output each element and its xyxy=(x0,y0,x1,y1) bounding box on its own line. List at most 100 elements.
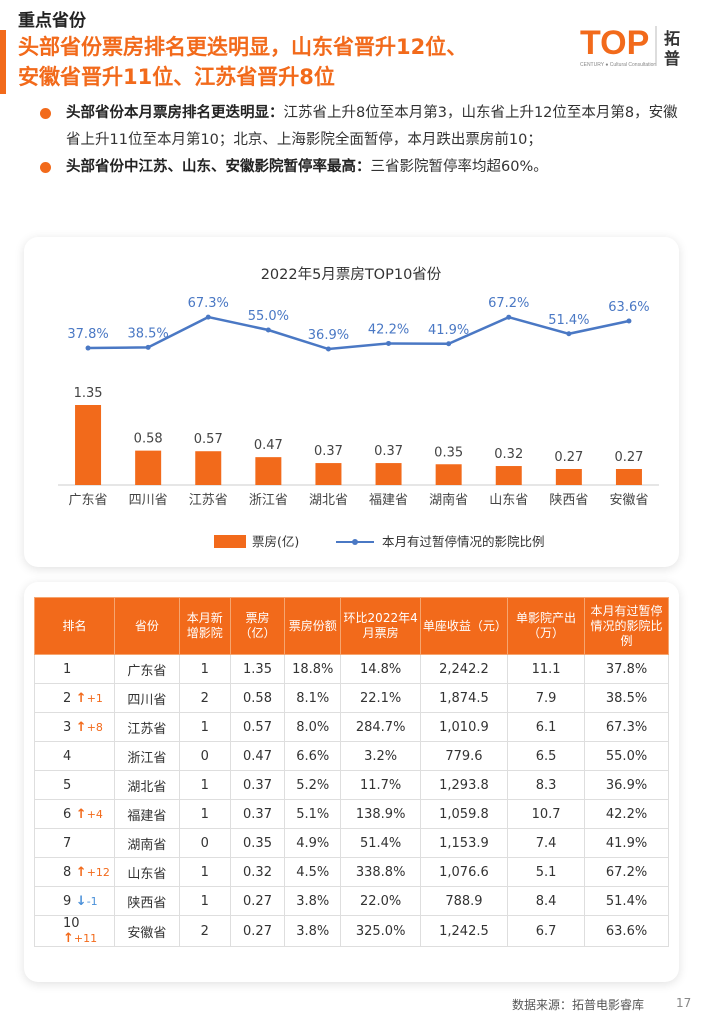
line-point xyxy=(506,314,512,320)
cell-new-cinemas: 1 xyxy=(178,654,231,684)
cell-seat-revenue: 2,242.2 xyxy=(419,654,508,684)
cell-seat-revenue: 1,242.5 xyxy=(419,915,508,947)
cell-seat-revenue: 1,293.8 xyxy=(419,770,508,800)
bullet-bold: 头部省份本月票房排名更迭明显： xyxy=(66,105,284,121)
rank-number: 9 xyxy=(63,893,72,909)
line-value-label: 38.5% xyxy=(127,326,168,341)
cell-rank: 8 ↑+12 xyxy=(33,857,116,887)
cell-box-office: 0.35 xyxy=(229,828,286,858)
topcentury-logo: TOP CENTURY ● Cultural Consultation 拓 普 xyxy=(580,24,680,68)
cell-cinema-output: 8.3 xyxy=(506,770,586,800)
cell-share: 5.1% xyxy=(284,799,342,829)
rank-change: +12 xyxy=(86,865,110,879)
x-tick-label: 陕西省 xyxy=(549,493,588,508)
cell-rank: 10 ↑+11 xyxy=(33,915,116,947)
table-row: 9 ↓-1 陕西省 1 0.27 3.8% 22.0% 788.9 8.4 51.4% xyxy=(33,886,669,916)
cell-mom: 284.7% xyxy=(340,712,421,742)
x-tick-label: 山东省 xyxy=(489,493,528,508)
table-row: 2 ↑+1 四川省 2 0.58 8.1% 22.1% 1,874.5 7.9 38.5% xyxy=(33,683,669,713)
pause-ratio-line xyxy=(88,315,630,351)
cell-cinema-output: 5.1 xyxy=(506,857,586,887)
cell-mom: 51.4% xyxy=(340,828,421,858)
cell-pause-ratio: 42.2% xyxy=(584,799,669,829)
cell-cinema-output: 10.7 xyxy=(506,799,586,829)
line-value-label: 67.2% xyxy=(488,296,529,311)
bar xyxy=(255,457,282,485)
chart-title: 2022年5月票房TOP10省份 xyxy=(261,266,442,283)
cell-mom: 3.2% xyxy=(340,741,421,771)
cell-seat-revenue: 1,059.8 xyxy=(419,799,508,829)
cell-province: 山东省 xyxy=(114,857,180,887)
cell-mom: 14.8% xyxy=(340,654,421,684)
bar-value-label: 0.58 xyxy=(134,432,163,447)
cell-share: 5.2% xyxy=(284,770,342,800)
cell-box-office: 0.37 xyxy=(229,799,286,829)
cell-new-cinemas: 1 xyxy=(178,712,231,742)
cell-seat-revenue: 1,874.5 xyxy=(419,683,508,713)
rank-number: 6 xyxy=(63,806,72,822)
arrow-up-icon: ↑ xyxy=(63,931,74,946)
x-tick-label: 四川省 xyxy=(129,493,168,508)
cell-box-office: 0.37 xyxy=(229,770,286,800)
cell-cinema-output: 8.4 xyxy=(506,886,586,916)
rank-number: 2 xyxy=(63,690,72,706)
bar-value-label: 0.27 xyxy=(614,450,643,465)
bullet-item: 头部省份中江苏、山东、安徽影院暂停率最高：三省影院暂停率均超60%。 xyxy=(40,154,690,181)
cell-share: 8.1% xyxy=(284,683,342,713)
header-new-cinemas: 本月新增影院 xyxy=(178,597,231,655)
cell-pause-ratio: 37.8% xyxy=(584,654,669,684)
bar xyxy=(135,450,162,485)
cell-province: 陕西省 xyxy=(114,886,180,916)
cell-new-cinemas: 2 xyxy=(178,915,231,947)
cell-seat-revenue: 1,076.6 xyxy=(419,857,508,887)
cell-pause-ratio: 38.5% xyxy=(584,683,669,713)
chart-legend: 票房(亿) 本月有过暂停情况的影院比例 xyxy=(214,534,545,549)
cell-province: 湖南省 xyxy=(114,828,180,858)
cell-province: 四川省 xyxy=(114,683,180,713)
cell-share: 4.9% xyxy=(284,828,342,858)
arrow-down-icon: ↓ xyxy=(71,893,87,909)
bar xyxy=(435,464,462,485)
table-row: 3 ↑+8 江苏省 1 0.57 8.0% 284.7% 1,010.9 6.1 67.3% xyxy=(33,712,669,742)
header-province: 省份 xyxy=(114,597,180,655)
table-row: 4 浙江省 0 0.47 6.6% 3.2% 779.6 6.5 55.0% xyxy=(33,741,669,771)
legend-bar-label: 票房(亿) xyxy=(252,534,299,549)
cell-share: 6.6% xyxy=(284,741,342,771)
rank-number: 3 xyxy=(63,719,72,735)
cell-rank: 4 xyxy=(33,741,116,771)
x-tick-label: 浙江省 xyxy=(249,493,288,508)
cell-cinema-output: 7.9 xyxy=(506,683,586,713)
header-mom: 环比2022年4月票房 xyxy=(340,597,421,655)
x-tick-label: 江苏省 xyxy=(189,492,228,508)
table-card: 排名 省份 本月新增影院 票房（亿） 票房份额 环比2022年4月票房 单座收益… xyxy=(24,582,679,982)
table-row: 10 ↑+11 安徽省 2 0.27 3.8% 325.0% 1,242.5 6.7 63.6% xyxy=(33,915,669,947)
cell-rank: 1 xyxy=(33,654,116,684)
bullet-text: 三省影院暂停率均超60%。 xyxy=(370,159,548,175)
line-point xyxy=(566,331,572,337)
cell-new-cinemas: 0 xyxy=(178,741,231,771)
line-value-label: 42.2% xyxy=(368,322,409,337)
cell-new-cinemas: 1 xyxy=(178,857,231,887)
cell-box-office: 0.47 xyxy=(229,741,286,771)
cell-cinema-output: 6.7 xyxy=(506,915,586,947)
table-row: 8 ↑+12 山东省 1 0.32 4.5% 338.8% 1,076.6 5.1 67.2% xyxy=(33,857,669,887)
rank-change: +4 xyxy=(86,807,103,821)
cell-seat-revenue: 788.9 xyxy=(419,886,508,916)
rank-number: 5 xyxy=(63,777,72,793)
bullet-text: 江苏省上升8位至本月第3，山东省上升12位至本月第8，安徽省上升11位至本月第1… xyxy=(66,105,678,148)
legend-line-label: 本月有过暂停情况的影院比例 xyxy=(382,534,545,549)
cell-pause-ratio: 51.4% xyxy=(584,886,669,916)
cell-province: 浙江省 xyxy=(114,741,180,771)
cell-pause-ratio: 41.9% xyxy=(584,828,669,858)
line-value-label: 36.9% xyxy=(308,328,349,343)
line-value-label: 51.4% xyxy=(548,313,589,328)
bar-value-label: 0.57 xyxy=(194,432,223,447)
cell-pause-ratio: 63.6% xyxy=(584,915,669,947)
rank-change: -1 xyxy=(86,894,98,908)
table-row: 7 湖南省 0 0.35 4.9% 51.4% 1,153.9 7.4 41.9% xyxy=(33,828,669,858)
rank-change: +1 xyxy=(86,691,103,705)
cell-seat-revenue: 1,010.9 xyxy=(419,712,508,742)
header-cinema-output: 单影院产出（万） xyxy=(506,597,586,655)
line-point xyxy=(325,346,331,352)
rank-number: 10 xyxy=(63,916,80,931)
